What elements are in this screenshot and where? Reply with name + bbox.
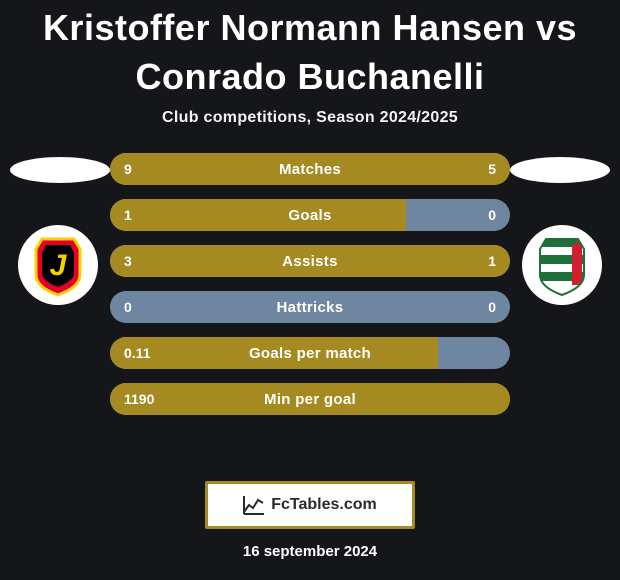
stat-row-value-right: 1 xyxy=(474,245,510,277)
stat-row-label: Assists xyxy=(110,245,510,277)
date-text: 16 september 2024 xyxy=(243,543,377,560)
stat-row: Assists3 1 xyxy=(110,245,510,277)
stat-row-value-left: 0 xyxy=(110,291,146,323)
stat-row-label: Min per goal xyxy=(110,383,510,415)
right-team-crest xyxy=(522,225,602,305)
right-ellipse xyxy=(510,157,610,183)
stat-row: Goals1 0 xyxy=(110,199,510,231)
stat-row-value-right: 0 xyxy=(474,291,510,323)
infographic-content: Kristoffer Normann Hansen vs Conrado Buc… xyxy=(0,0,620,580)
left-ellipse xyxy=(10,157,110,183)
stat-row-value-left: 1190 xyxy=(110,383,168,415)
stat-row-label: Goals xyxy=(110,199,510,231)
left-team-crest: J xyxy=(18,225,98,305)
season-subtitle: Club competitions, Season 2024/2025 xyxy=(162,109,458,127)
stat-row: Min per goal1190 xyxy=(110,383,510,415)
stat-row: Goals per match0.11 xyxy=(110,337,510,369)
stat-row-value-right: 0 xyxy=(474,199,510,231)
stat-row-value-left: 0.11 xyxy=(110,337,164,369)
stat-row: Matches9 5 xyxy=(110,153,510,185)
brand-text: FcTables.com xyxy=(271,496,377,514)
comparison-title: Kristoffer Normann Hansen vs Conrado Buc… xyxy=(0,0,620,101)
stat-row-value-right: 5 xyxy=(474,153,510,185)
stat-row-label: Goals per match xyxy=(110,337,510,369)
stat-row: Hattricks0 0 xyxy=(110,291,510,323)
chart-icon xyxy=(243,495,265,515)
brand-box: FcTables.com xyxy=(205,481,415,529)
svg-text:J: J xyxy=(50,249,68,282)
stat-row-value-left: 1 xyxy=(110,199,146,231)
stats-area: J Matches95Goals10Assists31Hattricks00 xyxy=(0,157,620,469)
crest-right-svg xyxy=(522,225,602,305)
stat-rows: Matches95Goals10Assists31Hattricks00Goal… xyxy=(110,153,510,415)
stat-row-value-left: 9 xyxy=(110,153,146,185)
stat-row-value-left: 3 xyxy=(110,245,146,277)
stat-row-label: Hattricks xyxy=(110,291,510,323)
stat-row-label: Matches xyxy=(110,153,510,185)
crest-left-svg: J xyxy=(18,225,98,305)
